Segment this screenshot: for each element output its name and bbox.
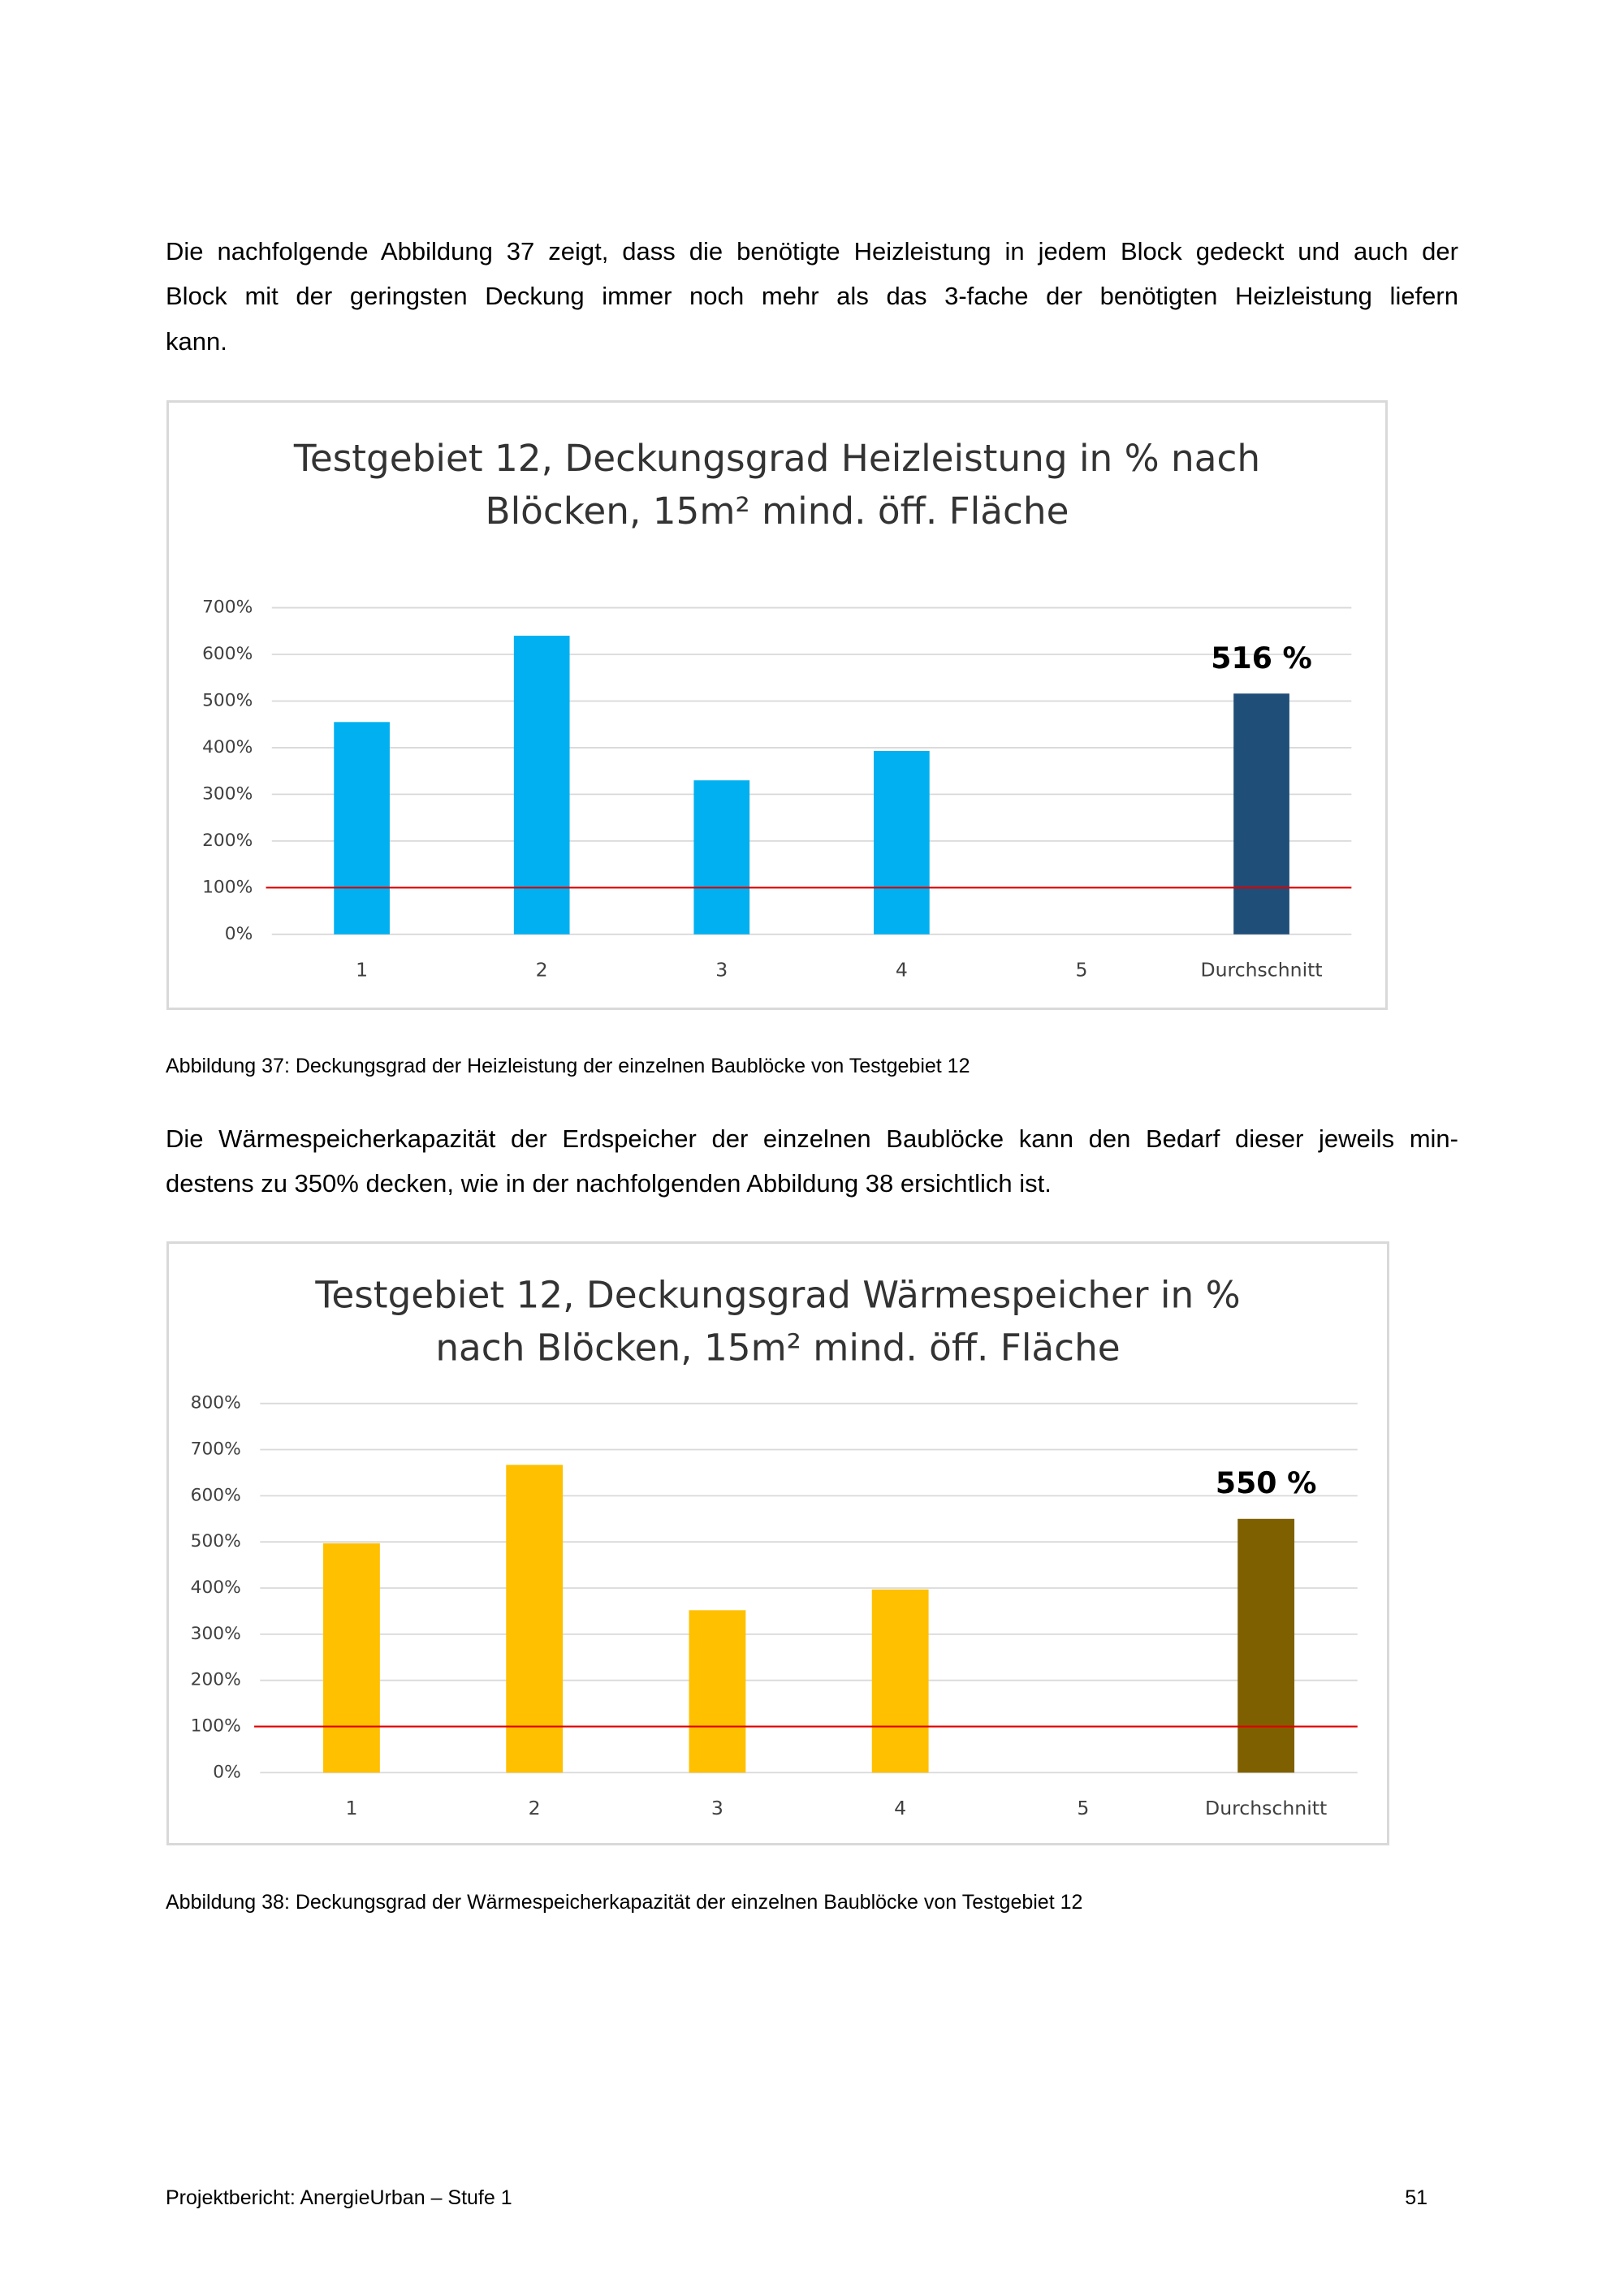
y-tick-label: 100% (191, 1716, 241, 1737)
x-tick-label: 4 (894, 1797, 906, 1819)
y-tick-label: 400% (191, 1577, 241, 1598)
x-tick-label: 4 (896, 958, 908, 981)
y-tick-label: 400% (202, 737, 253, 757)
paragraph-line: destens zu 350% decken, wie in der nachf… (166, 1169, 1052, 1198)
caption: Abbildung 37: Deckungsgrad der Heizleist… (166, 1055, 970, 1077)
bar (874, 750, 930, 934)
y-tick-label: 700% (191, 1439, 241, 1460)
y-tick-label: 500% (202, 691, 253, 711)
bar (513, 636, 570, 934)
y-tick-label: 600% (191, 1485, 241, 1505)
paragraph-line: Die nachfolgende Abbildung 37 zeigt, das… (166, 237, 1458, 265)
y-tick-label: 200% (202, 831, 253, 851)
caption: Abbildung 38: Deckungsgrad der Wärmespei… (166, 1891, 1083, 1914)
chart: Testgebiet 12, Deckungsgrad Heizleistung… (166, 400, 1388, 1010)
y-tick-label: 700% (202, 598, 253, 618)
y-tick-label: 0% (225, 924, 253, 944)
page-number: 51 (1405, 2186, 1427, 2209)
bar (871, 1589, 929, 1773)
y-tick-label: 500% (191, 1531, 241, 1552)
chart: Testgebiet 12, Deckungsgrad Wärmespeiche… (166, 1241, 1389, 1845)
bar (1237, 1518, 1295, 1773)
y-tick-label: 600% (202, 644, 253, 664)
x-tick-label: 3 (715, 958, 728, 981)
y-tick-label: 800% (191, 1393, 241, 1413)
chart-title: Blöcken, 15m² mind. öff. Fläche (486, 490, 1069, 533)
bar (506, 1465, 564, 1773)
x-tick-label: 2 (529, 1797, 541, 1819)
paragraph-line: Block mit der geringsten Deckung immer n… (166, 282, 1458, 310)
y-tick-label: 0% (213, 1762, 240, 1782)
x-tick-label: Durchschnitt (1201, 958, 1323, 981)
data-label: 516 % (1211, 641, 1311, 675)
x-tick-label: 1 (345, 1797, 357, 1819)
x-tick-label: 5 (1075, 958, 1087, 981)
x-tick-label: 1 (356, 958, 368, 981)
bar (689, 1610, 746, 1773)
bar (323, 1543, 380, 1773)
chart-title: Testgebiet 12, Deckungsgrad Wärmespeiche… (314, 1274, 1240, 1317)
chart-title: nach Blöcken, 15m² mind. öff. Fläche (435, 1327, 1120, 1370)
y-tick-label: 300% (191, 1624, 241, 1644)
footer-text: Projektbericht: AnergieUrban – Stufe 1 (166, 2186, 512, 2209)
y-tick-label: 300% (202, 783, 253, 804)
bar (334, 722, 390, 934)
x-tick-label: 3 (711, 1797, 723, 1819)
paragraph-line: kann. (166, 327, 227, 356)
x-tick-label: Durchschnitt (1205, 1797, 1327, 1819)
y-tick-label: 200% (191, 1670, 241, 1690)
x-tick-label: 2 (536, 958, 548, 981)
chart-title: Testgebiet 12, Deckungsgrad Heizleistung… (293, 437, 1260, 480)
bar (1233, 693, 1289, 934)
paragraph-line: Die Wärmespeicherkapazität der Erdspeich… (166, 1124, 1458, 1153)
x-tick-label: 5 (1077, 1797, 1089, 1819)
data-label: 550 % (1216, 1465, 1317, 1500)
y-tick-label: 100% (202, 877, 253, 897)
bar (693, 780, 750, 934)
